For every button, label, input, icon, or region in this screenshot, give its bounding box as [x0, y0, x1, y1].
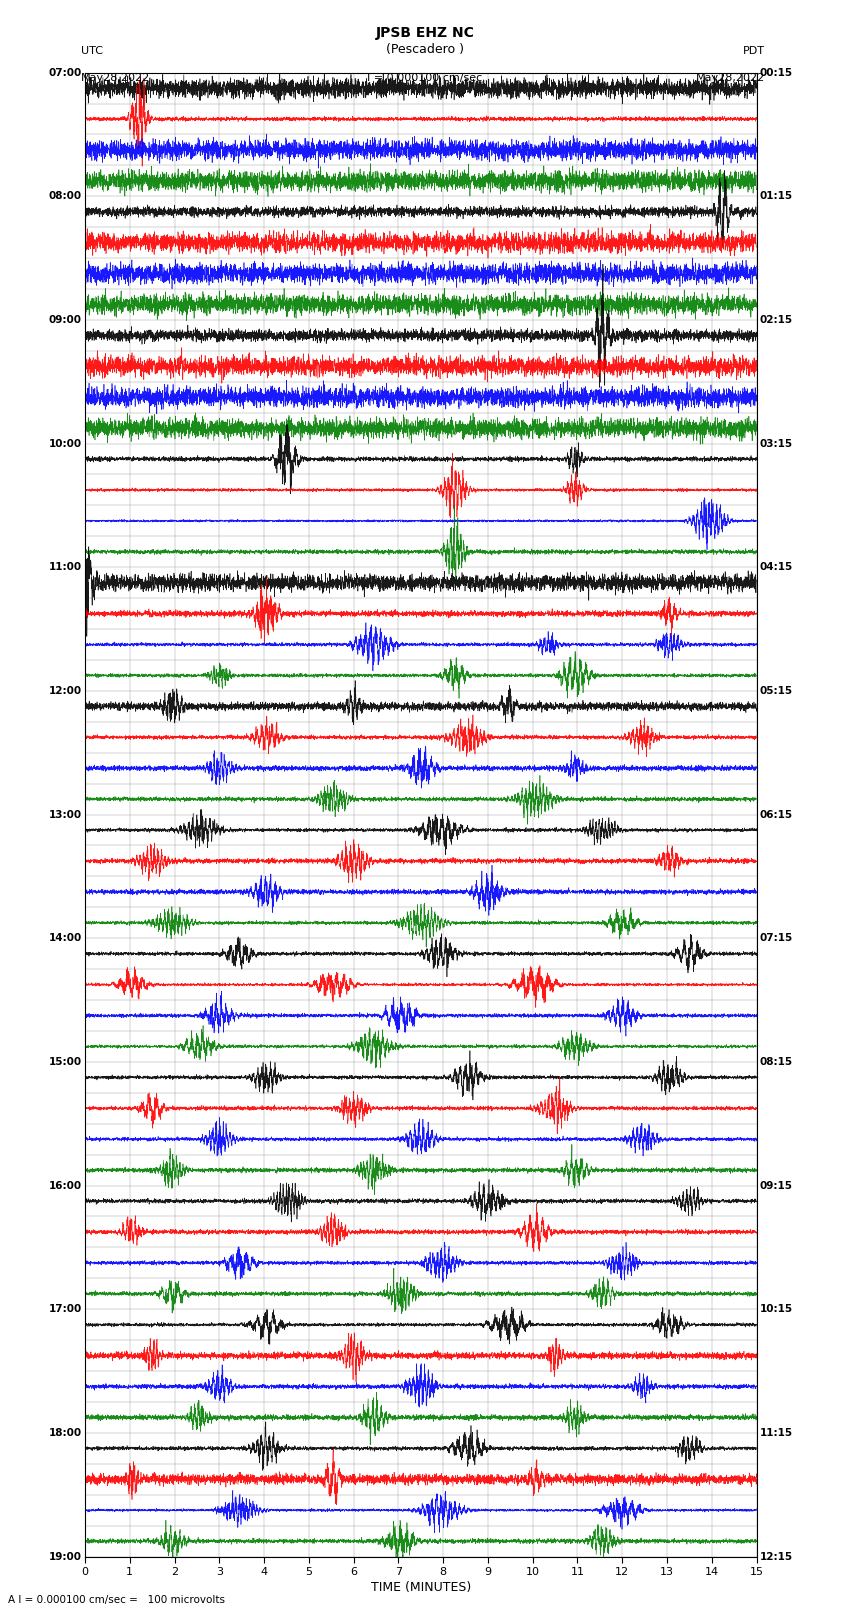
- Text: JPSB EHZ NC: JPSB EHZ NC: [376, 26, 474, 40]
- Text: May28,2022: May28,2022: [81, 73, 150, 82]
- Text: 09:00: 09:00: [48, 315, 82, 324]
- Text: 19:00: 19:00: [48, 1552, 82, 1561]
- Text: 18:00: 18:00: [48, 1428, 82, 1437]
- Text: A I = 0.000100 cm/sec =   100 microvolts: A I = 0.000100 cm/sec = 100 microvolts: [8, 1595, 225, 1605]
- Text: 17:00: 17:00: [48, 1305, 82, 1315]
- Text: 10:00: 10:00: [48, 439, 82, 448]
- Text: I = 0.000100 cm/sec: I = 0.000100 cm/sec: [367, 73, 483, 82]
- Text: 12:00: 12:00: [48, 686, 82, 695]
- Text: 12:15: 12:15: [760, 1552, 793, 1561]
- Text: 06:15: 06:15: [760, 810, 793, 819]
- Text: 02:15: 02:15: [760, 315, 793, 324]
- Text: 11:15: 11:15: [760, 1428, 793, 1437]
- Text: 01:15: 01:15: [760, 192, 793, 202]
- Text: 09:15: 09:15: [760, 1181, 793, 1190]
- Text: 07:15: 07:15: [760, 934, 793, 944]
- Text: May28,2022: May28,2022: [696, 73, 765, 82]
- Text: 03:15: 03:15: [760, 439, 793, 448]
- Text: 15:00: 15:00: [48, 1057, 82, 1066]
- Text: 11:00: 11:00: [48, 563, 82, 573]
- Text: 04:15: 04:15: [760, 563, 793, 573]
- Text: (Pescadero ): (Pescadero ): [386, 44, 464, 56]
- Text: 00:15: 00:15: [760, 68, 793, 77]
- Text: PDT: PDT: [743, 47, 765, 56]
- Text: 08:15: 08:15: [760, 1057, 793, 1066]
- Text: 13:00: 13:00: [48, 810, 82, 819]
- Text: 07:00: 07:00: [48, 68, 82, 77]
- Text: 14:00: 14:00: [48, 934, 82, 944]
- Text: UTC: UTC: [81, 47, 103, 56]
- Text: 16:00: 16:00: [48, 1181, 82, 1190]
- Text: 08:00: 08:00: [48, 192, 82, 202]
- X-axis label: TIME (MINUTES): TIME (MINUTES): [371, 1581, 471, 1594]
- Text: 10:15: 10:15: [760, 1305, 793, 1315]
- Text: 05:15: 05:15: [760, 686, 793, 695]
